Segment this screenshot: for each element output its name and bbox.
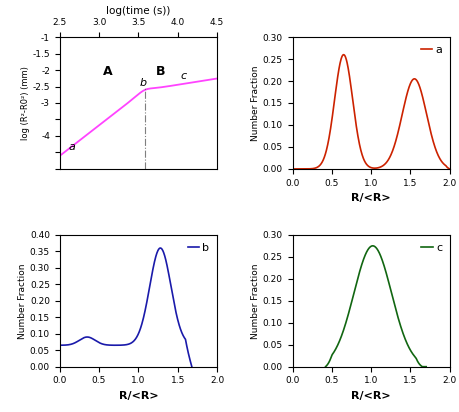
Text: A: A [103, 65, 112, 78]
Y-axis label: Number Fraction: Number Fraction [18, 263, 27, 339]
Y-axis label: log (R²-R0²) (mm): log (R²-R0²) (mm) [21, 66, 29, 140]
X-axis label: R/<R>: R/<R> [351, 391, 391, 401]
Legend: a: a [419, 42, 444, 57]
X-axis label: log(time (s)): log(time (s)) [106, 6, 170, 16]
Text: b: b [140, 78, 147, 88]
X-axis label: R/<R>: R/<R> [118, 391, 158, 401]
Y-axis label: Number Fraction: Number Fraction [251, 65, 260, 141]
Text: c: c [180, 71, 186, 81]
Legend: b: b [185, 240, 212, 255]
Legend: c: c [419, 240, 444, 255]
Text: a: a [68, 142, 75, 152]
X-axis label: R/<R>: R/<R> [351, 193, 391, 203]
Y-axis label: Number Fraction: Number Fraction [251, 263, 260, 339]
Text: B: B [156, 65, 165, 78]
